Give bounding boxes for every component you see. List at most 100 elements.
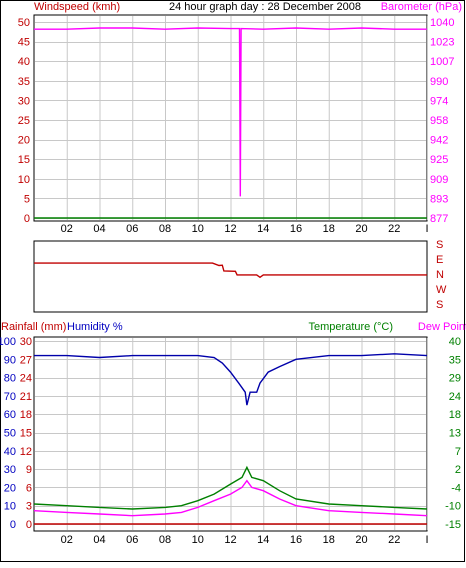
- x-tick-label: 20: [355, 223, 367, 235]
- barometer-tick-label: 893: [430, 193, 448, 205]
- humidity-line: [34, 353, 428, 406]
- x-tick-label: 02: [61, 223, 73, 235]
- x-tick-label: 14: [257, 223, 269, 235]
- humidity-tick-label: 50: [4, 428, 16, 440]
- x-tick-label: 04: [93, 534, 105, 546]
- barometer-line: [34, 27, 427, 197]
- windspeed-tick-label: 40: [18, 56, 30, 68]
- rainfall-tick-labels: 0 3 6 9 12 15 18 21 24 27 30: [20, 336, 32, 531]
- x-tick-label: 12: [224, 534, 236, 546]
- x-tick-label: 02: [61, 534, 73, 546]
- x-tick-label: 06: [126, 223, 138, 235]
- windspeed-axis-title: Windspeed (kmh): [34, 1, 120, 13]
- wind-direction-line: [34, 262, 427, 279]
- windspeed-tick-label: 0: [24, 213, 30, 225]
- x-tick-label: 16: [290, 534, 302, 546]
- temperature-humidity-grid: [35, 338, 428, 530]
- humidity-tick-label: 40: [4, 446, 16, 458]
- barometer-tick-label: 990: [430, 76, 448, 88]
- windspeed-tick-label: 25: [18, 115, 30, 127]
- rainfall-tick-label: 6: [26, 482, 32, 494]
- temperature-tick-label: 24: [449, 391, 461, 403]
- wind-direction-plot-area: [33, 240, 428, 313]
- x-tick-label: 18: [323, 534, 335, 546]
- rainfall-tick-label: 18: [20, 409, 32, 421]
- windspeed-tick-label: 10: [18, 174, 30, 186]
- windspeed-tick-labels: 0 5 10 15 20 25 30 35 40 45 50: [18, 17, 30, 225]
- rainfall-tick-label: 21: [20, 391, 32, 403]
- wind-barometer-series: [34, 27, 427, 219]
- temperature-tick-label: 40: [449, 336, 461, 348]
- x-tick-label: 22: [388, 534, 400, 546]
- humidity-tick-label: 30: [4, 464, 16, 476]
- windspeed-tick-label: 15: [18, 154, 30, 166]
- humidity-tick-label: 70: [4, 391, 16, 403]
- x-tick-label: 10: [192, 223, 204, 235]
- barometer-tick-label: 1007: [430, 56, 454, 68]
- humidity-tick-label: 20: [4, 482, 16, 494]
- temperature-tick-label: 2: [455, 464, 461, 476]
- x-tick-label: 08: [159, 223, 171, 235]
- x-tick-label: 10: [192, 534, 204, 546]
- windspeed-tick-label: 20: [18, 135, 30, 147]
- humidity-tick-label: 0: [10, 519, 16, 531]
- direction-tick-label: W: [436, 284, 447, 296]
- temperature-axis-title: Temperature (°C): [309, 321, 393, 333]
- temperature-line: [33, 465, 428, 510]
- dewpoint-line: [33, 479, 428, 517]
- rainfall-axis-title: Rainfall (mm): [1, 321, 66, 333]
- rainfall-tick-label: 15: [20, 428, 32, 440]
- x-tick-label: 14: [257, 534, 269, 546]
- barometer-tick-label: 974: [430, 95, 448, 107]
- wind-barometer-panel: 0 5 10 15 20 25 30 35 40 45 50 877 893 909 925 942 958 9…: [18, 14, 454, 235]
- windspeed-tick-label: 50: [18, 17, 30, 29]
- barometer-tick-labels: 877 893 909 925 942 958 974 990 1007 1023 1040: [430, 17, 454, 225]
- temperature-humidity-x-ticks: 02 04 06 08 10 12 14 16 18 20 22 I: [61, 534, 429, 546]
- humidity-tick-labels: 0 10 20 30 40 50 60 70 80 90 100: [0, 336, 16, 531]
- x-tick-label: 16: [290, 223, 302, 235]
- temperature-tick-label: 29: [449, 373, 461, 385]
- windspeed-tick-label: 35: [18, 76, 30, 88]
- temperature-tick-label: -4: [451, 482, 461, 494]
- windspeed-tick-label: 5: [24, 193, 30, 205]
- barometer-tick-label: 1040: [430, 17, 454, 29]
- temperature-tick-label: 13: [449, 428, 461, 440]
- barometer-tick-label: 942: [430, 135, 448, 147]
- rainfall-tick-label: 12: [20, 446, 32, 458]
- barometer-tick-label: 909: [430, 174, 448, 186]
- humidity-tick-label: 100: [0, 336, 16, 348]
- dewpoint-axis-title: Dew Point: [418, 321, 466, 333]
- rainfall-tick-label: 27: [20, 354, 32, 366]
- barometer-tick-label: 877: [430, 213, 448, 225]
- x-tick-label: 06: [126, 534, 138, 546]
- x-tick-label: 18: [323, 223, 335, 235]
- direction-tick-label: N: [436, 269, 444, 281]
- humidity-tick-label: 90: [4, 354, 16, 366]
- rainfall-tick-label: 0: [26, 519, 32, 531]
- graph-title: 24 hour graph day : 28 December 2008: [169, 1, 361, 13]
- humidity-tick-label: 10: [4, 501, 16, 513]
- rainfall-tick-label: 3: [26, 501, 32, 513]
- x-tick-label: I: [425, 223, 428, 235]
- temperature-tick-label: -15: [445, 519, 461, 531]
- wind-direction-series: [34, 262, 427, 279]
- temperature-tick-labels: -15 -10 -4 2 7 13 18 24 29 35 40: [445, 336, 461, 531]
- direction-tick-label: S: [436, 239, 443, 251]
- temperature-tick-label: -10: [445, 501, 461, 513]
- direction-tick-label: S: [436, 299, 443, 311]
- temperature-tick-label: 7: [455, 446, 461, 458]
- windspeed-tick-label: 30: [18, 95, 30, 107]
- x-tick-label: 22: [388, 223, 400, 235]
- direction-tick-label: E: [436, 254, 443, 266]
- x-tick-label: 08: [159, 534, 171, 546]
- barometer-tick-label: 958: [430, 115, 448, 127]
- rainfall-tick-label: 9: [26, 464, 32, 476]
- x-tick-label: 20: [355, 534, 367, 546]
- temperature-tick-label: 35: [449, 354, 461, 366]
- x-tick-label: 04: [93, 223, 105, 235]
